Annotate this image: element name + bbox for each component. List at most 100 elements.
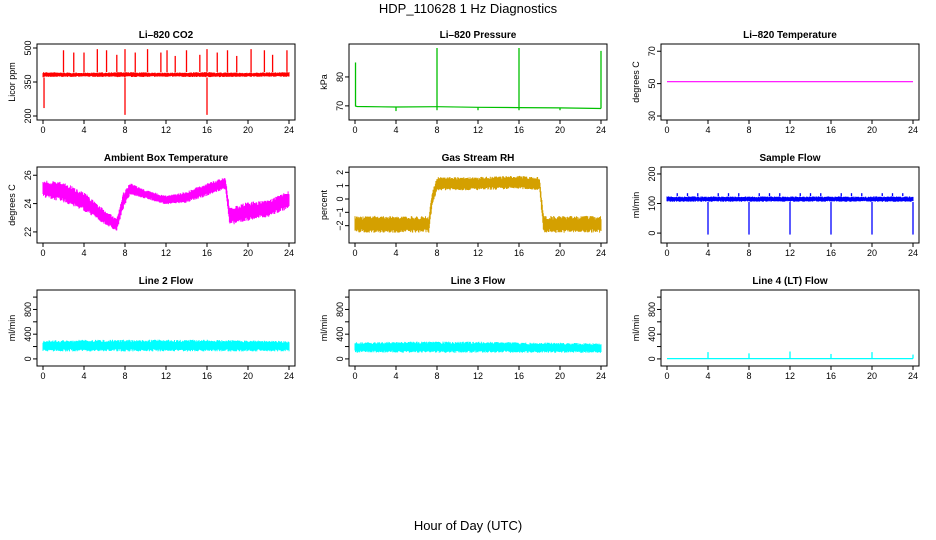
x-tick-label: 12	[473, 248, 483, 258]
x-tick-label: 24	[596, 371, 606, 381]
panel-title: Li–820 Temperature	[743, 30, 837, 41]
x-tick-label: 0	[40, 248, 45, 258]
x-tick-label: 24	[596, 125, 606, 135]
y-tick-label: 22	[23, 227, 33, 237]
panel-6: Sample Flow 0 4 8 12 16 20 24 0 100 200 ml/min	[631, 153, 920, 258]
x-tick-label: 12	[785, 125, 795, 135]
y-tick-label: 70	[335, 101, 345, 111]
x-tick-label: 24	[284, 248, 294, 258]
y-tick-label: 400	[335, 327, 345, 342]
y-tick-label: 100	[647, 196, 657, 211]
y-tick-label: 0	[23, 356, 33, 361]
x-tick-label: 12	[473, 371, 483, 381]
x-tick-label: 0	[40, 125, 45, 135]
x-tick-label: 8	[434, 248, 439, 258]
y-tick-label: 24	[23, 199, 33, 209]
y-tick-label: 350	[23, 74, 33, 89]
x-tick-label: 4	[81, 125, 86, 135]
y-tick-label: 200	[23, 108, 33, 123]
x-tick-label: 0	[40, 371, 45, 381]
x-tick-label: 20	[555, 125, 565, 135]
y-tick-label: −1	[335, 207, 345, 217]
panel-title: Line 4 (LT) Flow	[752, 276, 828, 287]
y-axis-label: degrees C	[631, 61, 641, 103]
x-tick-label: 20	[867, 125, 877, 135]
x-tick-label: 8	[122, 371, 127, 381]
x-tick-label: 20	[243, 371, 253, 381]
x-tick-label: 4	[81, 371, 86, 381]
panel-1: Li–820 CO2 0 4 8 12 16 20 24 200 350 500 Licor ppm	[7, 30, 296, 135]
panel-7: Line 2 Flow 0 4 8 12 16 20 24 0 400 800 ml/min	[7, 276, 296, 381]
y-tick-label: 800	[647, 302, 657, 317]
y-tick-label: 70	[647, 46, 657, 56]
y-tick-label: 1	[335, 183, 345, 188]
x-tick-label: 16	[202, 125, 212, 135]
x-tick-label: 16	[202, 248, 212, 258]
x-tick-label: 12	[161, 125, 171, 135]
x-tick-label: 16	[514, 125, 524, 135]
y-axis-label: Licor ppm	[7, 62, 17, 102]
x-tick-label: 24	[908, 125, 918, 135]
x-tick-label: 20	[243, 248, 253, 258]
y-tick-label: −2	[335, 221, 345, 231]
y-tick-label: 0	[335, 356, 345, 361]
x-tick-label: 20	[867, 248, 877, 258]
x-tick-label: 16	[514, 248, 524, 258]
panel-title: Gas Stream RH	[442, 153, 515, 164]
series-band	[354, 175, 602, 233]
y-tick-label: 80	[335, 72, 345, 82]
panel-9: Line 4 (LT) Flow 0 4 8 12 16 20 24 0 400 800 ml/min	[631, 276, 920, 381]
y-tick-label: 400	[647, 327, 657, 342]
y-tick-label: 2	[335, 170, 345, 175]
panel-3: Li–820 Temperature 0 4 8 12 16 20 24 30 50 70 degre…	[631, 30, 920, 135]
panel-4: Ambient Box Temperature 0 4 8 12 16 20 24 22 24 26…	[7, 153, 296, 258]
x-tick-label: 20	[555, 248, 565, 258]
panel-2: Li–820 Pressure 0 4 8 12 16 20 24 70 80 kPa	[319, 30, 608, 135]
plot-frame	[348, 289, 608, 367]
y-tick-label: 50	[647, 79, 657, 89]
series-band	[42, 178, 290, 231]
x-tick-label: 24	[284, 371, 294, 381]
x-tick-label: 12	[473, 125, 483, 135]
x-tick-label: 24	[284, 125, 294, 135]
x-tick-label: 12	[785, 371, 795, 381]
x-tick-label: 24	[908, 248, 918, 258]
y-tick-label: 30	[647, 111, 657, 121]
x-tick-label: 4	[705, 371, 710, 381]
panel-title: Li–820 Pressure	[440, 30, 517, 41]
x-tick-label: 0	[352, 125, 357, 135]
x-tick-label: 12	[161, 248, 171, 258]
x-tick-label: 16	[202, 371, 212, 381]
x-tick-label: 0	[664, 371, 669, 381]
x-axis-label: Hour of Day (UTC)	[413, 518, 523, 533]
x-tick-label: 20	[243, 125, 253, 135]
x-tick-label: 16	[826, 371, 836, 381]
series-band	[666, 196, 914, 202]
panel-title: Li–820 CO2	[139, 30, 194, 41]
x-tick-label: 4	[393, 371, 398, 381]
x-tick-label: 8	[434, 371, 439, 381]
series-band	[354, 341, 602, 353]
x-tick-label: 12	[161, 371, 171, 381]
plot-frame	[36, 43, 296, 121]
y-axis-label: ml/min	[7, 315, 17, 342]
x-tick-label: 8	[434, 125, 439, 135]
y-tick-label: 800	[23, 302, 33, 317]
plot-frame	[36, 289, 296, 367]
series-band	[42, 339, 290, 352]
x-tick-label: 8	[122, 125, 127, 135]
x-tick-label: 8	[746, 248, 751, 258]
series-band	[42, 72, 290, 78]
y-tick-label: 0	[335, 196, 345, 201]
x-tick-label: 4	[81, 248, 86, 258]
y-tick-label: 0	[647, 356, 657, 361]
x-tick-label: 4	[393, 248, 398, 258]
x-tick-label: 8	[122, 248, 127, 258]
y-axis-label: percent	[319, 189, 329, 220]
y-tick-label: 400	[23, 327, 33, 342]
x-tick-label: 12	[785, 248, 795, 258]
y-tick-label: 26	[23, 170, 33, 180]
panel-title: Ambient Box Temperature	[104, 153, 229, 164]
y-tick-label: 0	[647, 231, 657, 236]
